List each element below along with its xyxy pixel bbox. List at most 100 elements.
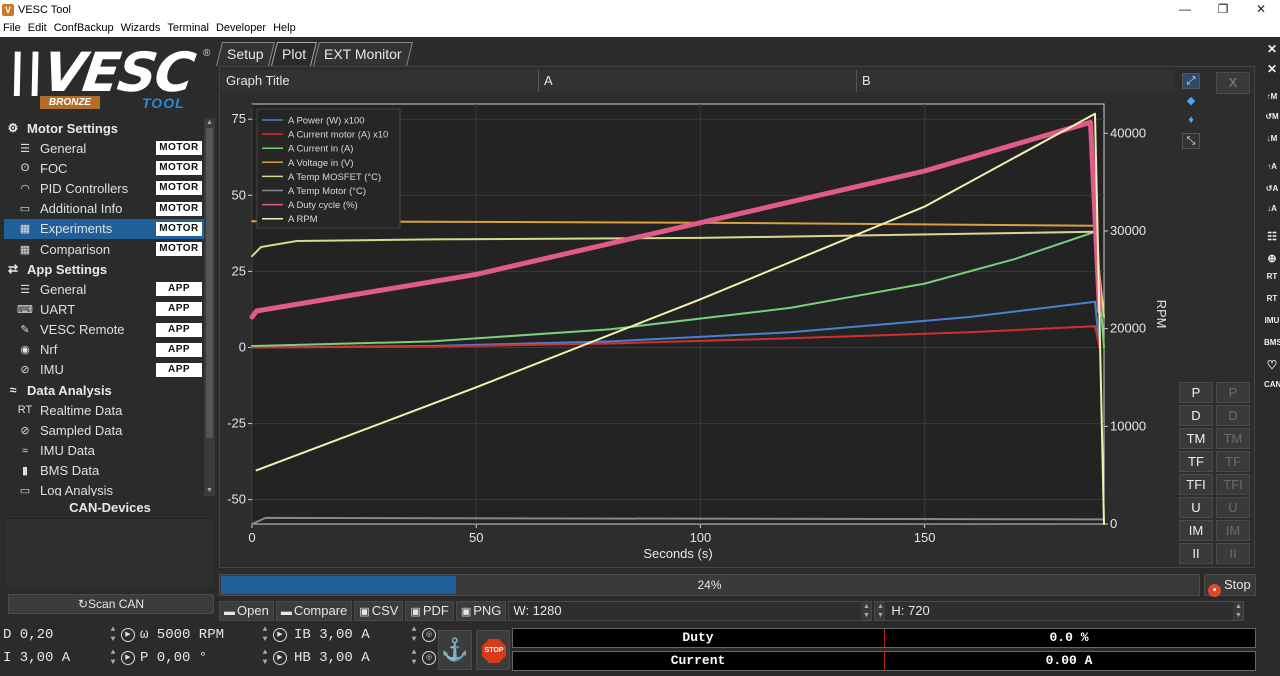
app-forward-icon[interactable]: ↑A — [1267, 162, 1277, 171]
nav-item-foc[interactable]: ʘ FOC MOTOR — [4, 158, 204, 178]
nav-item-imu-data[interactable]: ≈ IMU Data — [4, 440, 204, 460]
scroll-down-icon[interactable]: ▼ — [206, 487, 213, 494]
nav-item-sampled-data[interactable]: ⊘ Sampled Data — [4, 420, 204, 440]
toggle-tf-b[interactable]: TF — [1216, 451, 1250, 472]
imu-strip-icon[interactable]: IMU — [1264, 316, 1280, 325]
motor-reverse-icon[interactable]: ↺M — [1265, 112, 1279, 121]
nav-group-data-analysis[interactable]: ≈ Data Analysis — [4, 380, 204, 400]
height-spinner-icon[interactable]: ▲ ▼ — [1233, 602, 1244, 620]
toggle-ii[interactable]: II — [1179, 543, 1213, 564]
nav-item-app-general[interactable]: ☰ General APP — [4, 279, 204, 299]
close-plot-button[interactable]: X — [1216, 72, 1250, 94]
tab-ext-monitor[interactable]: EXT Monitor — [312, 42, 413, 66]
brake-current-control[interactable]: IB 3,00 A ▲ ▼ ◎ — [291, 625, 436, 645]
motor-forward-icon[interactable]: ↑M — [1266, 92, 1278, 101]
current-spinner-icon[interactable]: ▲ ▼ — [110, 648, 116, 667]
toggle-tfi-b[interactable]: TFI — [1216, 474, 1250, 495]
save-png-button[interactable]: ▣ PNG — [455, 601, 507, 621]
nav-item-pid-controllers[interactable]: ◠ PID Controllers MOTOR — [4, 178, 204, 198]
height-spinner-left-icon[interactable]: ▲ ▼ — [875, 602, 886, 620]
toggle-tfi[interactable]: TFI — [1179, 474, 1213, 495]
experiment-plot[interactable]: 0 50 100 150 75 50 25 0 -25 -50 40000 30000 20000 100… — [221, 92, 1175, 564]
can-devices-list[interactable] — [6, 518, 214, 586]
gamepad-icon[interactable]: ⊕ — [1267, 253, 1277, 265]
export-width-field[interactable]: W: 1280 ▲ ▼ — [508, 601, 873, 621]
toggle-u-b[interactable]: U — [1216, 497, 1250, 518]
rpm-control[interactable]: ω 5000 RPM ▲ ▼ ▶ — [137, 625, 287, 645]
toggle-u[interactable]: U — [1179, 497, 1213, 518]
nav-item-experiments[interactable]: ▦ Experiments MOTOR — [4, 218, 204, 239]
app-reverse-icon[interactable]: ↺A — [1265, 184, 1279, 193]
axis-b-field[interactable]: B — [862, 73, 871, 88]
nav-scrollbar[interactable]: ▲ ▼ — [204, 118, 215, 496]
toggle-ii-b[interactable]: II — [1216, 543, 1250, 564]
toggle-im[interactable]: IM — [1179, 520, 1213, 541]
menu-wizards[interactable]: Wizards — [120, 22, 161, 34]
axis-a-field[interactable]: A — [539, 70, 857, 92]
maximize-icon[interactable]: ❐ — [1217, 2, 1229, 16]
motor-down-icon[interactable]: ↓M — [1266, 134, 1278, 143]
tab-setup[interactable]: Setup — [216, 42, 275, 66]
toggle-im-b[interactable]: IM — [1216, 520, 1250, 541]
nav-item-imu[interactable]: ⊘ IMU APP — [4, 360, 204, 380]
nav-item-vesc-remote[interactable]: ✎ VESC Remote APP — [4, 320, 204, 340]
toggle-d[interactable]: D — [1179, 405, 1213, 426]
nav-item-log-analysis[interactable]: ▭ Log Analysis — [4, 481, 204, 496]
nav-group-app-settings[interactable]: ⇄ App Settings — [4, 259, 204, 279]
rpm-spinner-icon[interactable]: ▲ ▼ — [262, 625, 268, 644]
nav-item-comparison[interactable]: ▦ Comparison MOTOR — [4, 239, 204, 259]
realtime-app-icon[interactable]: RT — [1266, 294, 1278, 303]
nav-item-nrf[interactable]: ◉ Nrf APP — [4, 340, 204, 360]
toggle-tm[interactable]: TM — [1179, 428, 1213, 449]
export-height-field[interactable]: H: 720 ▲ ▼ ▲ ▼ — [874, 601, 1245, 621]
minimize-icon[interactable]: — — [1179, 2, 1191, 16]
rpm-run-icon[interactable]: ▶ — [273, 628, 287, 642]
toggle-tm-b[interactable]: TM — [1216, 428, 1250, 449]
save-pdf-button[interactable]: ▣ PDF — [405, 601, 454, 621]
position-control[interactable]: P 0,00 ° ▲ ▼ ▶ — [137, 648, 287, 668]
heart-icon[interactable]: ♡ — [1266, 358, 1278, 372]
width-spinner-icon[interactable]: ▲ ▼ — [861, 602, 872, 620]
nav-item-bms-data[interactable]: ▮ BMS Data — [4, 461, 204, 481]
graph-title-field[interactable]: Graph Title — [221, 70, 539, 92]
duty-spinner-icon[interactable]: ▲ ▼ — [110, 625, 116, 644]
vertical-zoom-icon[interactable]: ♦ — [1188, 114, 1194, 126]
position-spinner-icon[interactable]: ▲ ▼ — [262, 648, 268, 667]
save-csv-button[interactable]: ▣ CSV — [354, 601, 404, 621]
brake-spinner-icon[interactable]: ▲ ▼ — [411, 625, 417, 644]
menu-developer[interactable]: Developer — [215, 22, 267, 34]
compare-button[interactable]: ▬ Compare — [275, 601, 353, 621]
horizontal-zoom-icon[interactable]: ◆ — [1186, 95, 1196, 107]
nav-item-realtime-data[interactable]: RT Realtime Data — [4, 400, 204, 420]
stop-motor-button[interactable]: STOP — [476, 630, 510, 670]
brake-run-icon[interactable]: ◎ — [422, 628, 436, 642]
disconnect-icon[interactable]: ✕ — [1266, 62, 1278, 76]
toggle-tf[interactable]: TF — [1179, 451, 1213, 472]
menu-help[interactable]: Help — [273, 22, 296, 34]
zoom-fit-icon[interactable]: ⤢ — [1182, 73, 1200, 89]
realtime-strip-icon[interactable]: RT — [1266, 272, 1278, 281]
menu-terminal[interactable]: Terminal — [167, 22, 209, 34]
nav-item-motor-general[interactable]: ☰ General MOTOR — [4, 138, 204, 158]
nav-item-uart[interactable]: ⌨ UART APP — [4, 299, 204, 319]
network-icon[interactable]: ☷ — [1267, 231, 1277, 243]
key-icon[interactable]: ✕ — [1266, 42, 1278, 56]
handbrake-control[interactable]: HB 3,00 A ▲ ▼ ◎ — [291, 648, 436, 668]
app-down-icon[interactable]: ↓A — [1267, 204, 1277, 213]
toggle-p-b[interactable]: P — [1216, 382, 1250, 403]
can-strip-icon[interactable]: CAN — [1264, 380, 1280, 389]
toggle-d-b[interactable]: D — [1216, 405, 1250, 426]
scan-can-button[interactable]: ↻Scan CAN — [8, 594, 214, 614]
handbrake-spinner-icon[interactable]: ▲ ▼ — [411, 648, 417, 667]
duty-control[interactable]: D 0,20 ▲ ▼ ▶ — [0, 625, 135, 645]
scroll-thumb[interactable] — [206, 128, 213, 438]
handbrake-run-icon[interactable]: ◎ — [422, 651, 436, 665]
current-run-icon[interactable]: ▶ — [121, 651, 135, 665]
anchor-icon[interactable]: ⚓ — [438, 630, 472, 670]
position-run-icon[interactable]: ▶ — [273, 651, 287, 665]
current-control[interactable]: I 3,00 A ▲ ▼ ▶ — [0, 648, 135, 668]
menu-edit[interactable]: Edit — [27, 22, 47, 34]
close-icon[interactable]: ✕ — [1255, 2, 1267, 16]
menu-confbackup[interactable]: ConfBackup — [53, 22, 114, 34]
open-button[interactable]: ▬ Open — [219, 601, 274, 621]
